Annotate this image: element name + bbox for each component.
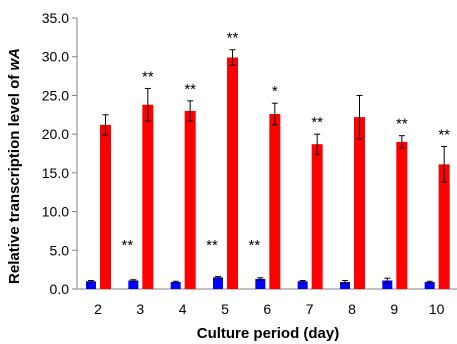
significance-label: ** (438, 127, 450, 144)
y-axis: 0.0 5.0 10.0 15.0 20.0 25.0 30.0 35.0 (42, 10, 78, 297)
significance-label: ** (311, 114, 323, 131)
x-tick-label: 5 (221, 301, 229, 317)
red-bar (184, 110, 196, 290)
y-tick-label: 15.0 (42, 165, 69, 181)
y-axis-title: Relative transcription level of wA (6, 48, 23, 284)
significance-label: ** (248, 237, 260, 254)
x-tick-label: 7 (306, 301, 314, 317)
x-tick-label: 3 (136, 301, 144, 317)
red-bar (354, 117, 365, 289)
x-tick-label: 8 (348, 301, 356, 317)
blue-bar (128, 280, 139, 289)
significance-label: ** (184, 81, 196, 98)
significance-label: ** (142, 68, 154, 85)
y-tick-label: 20.0 (42, 126, 69, 142)
x-tick-label: 9 (390, 301, 398, 317)
x-tick-label: 2 (94, 301, 102, 317)
blue-bar (340, 282, 350, 289)
y-tick-label: 10.0 (42, 204, 69, 220)
blue-bar (382, 280, 393, 289)
y-tick-label: 30.0 (42, 49, 69, 65)
red-bar (396, 141, 408, 289)
blue-bar (255, 278, 266, 289)
significance-label: * (272, 83, 278, 100)
y-tick-label: 25.0 (42, 87, 69, 103)
significance-label: ** (396, 116, 408, 133)
y-tick-label: 35.0 (42, 10, 69, 26)
bars (86, 49, 450, 290)
x-tick-label: 4 (179, 301, 187, 317)
x-tick-label: 6 (263, 301, 271, 317)
red-bar (311, 144, 323, 289)
y-tick-label: 5.0 (50, 242, 70, 258)
blue-bar (213, 277, 223, 289)
red-bar (227, 57, 238, 289)
significance-label: ** (206, 237, 218, 254)
x-axis-title: Culture period (day) (197, 325, 340, 342)
x-tick-label: 10 (429, 301, 445, 317)
y-tick-label: 0.0 (50, 281, 70, 297)
blue-bar (424, 282, 435, 289)
red-bar (438, 164, 450, 289)
blue-bar (297, 281, 308, 289)
red-bar (142, 104, 154, 289)
significance-annotations: *************** **** (121, 30, 450, 254)
red-bar (269, 114, 281, 289)
significance-label: ** (121, 237, 133, 254)
significance-label: ** (227, 30, 239, 47)
blue-bar (170, 282, 181, 289)
x-axis: 2 3 4 5 6 7 8 9 10 (77, 288, 457, 317)
red-bar (100, 124, 111, 289)
blue-bar (86, 281, 96, 289)
